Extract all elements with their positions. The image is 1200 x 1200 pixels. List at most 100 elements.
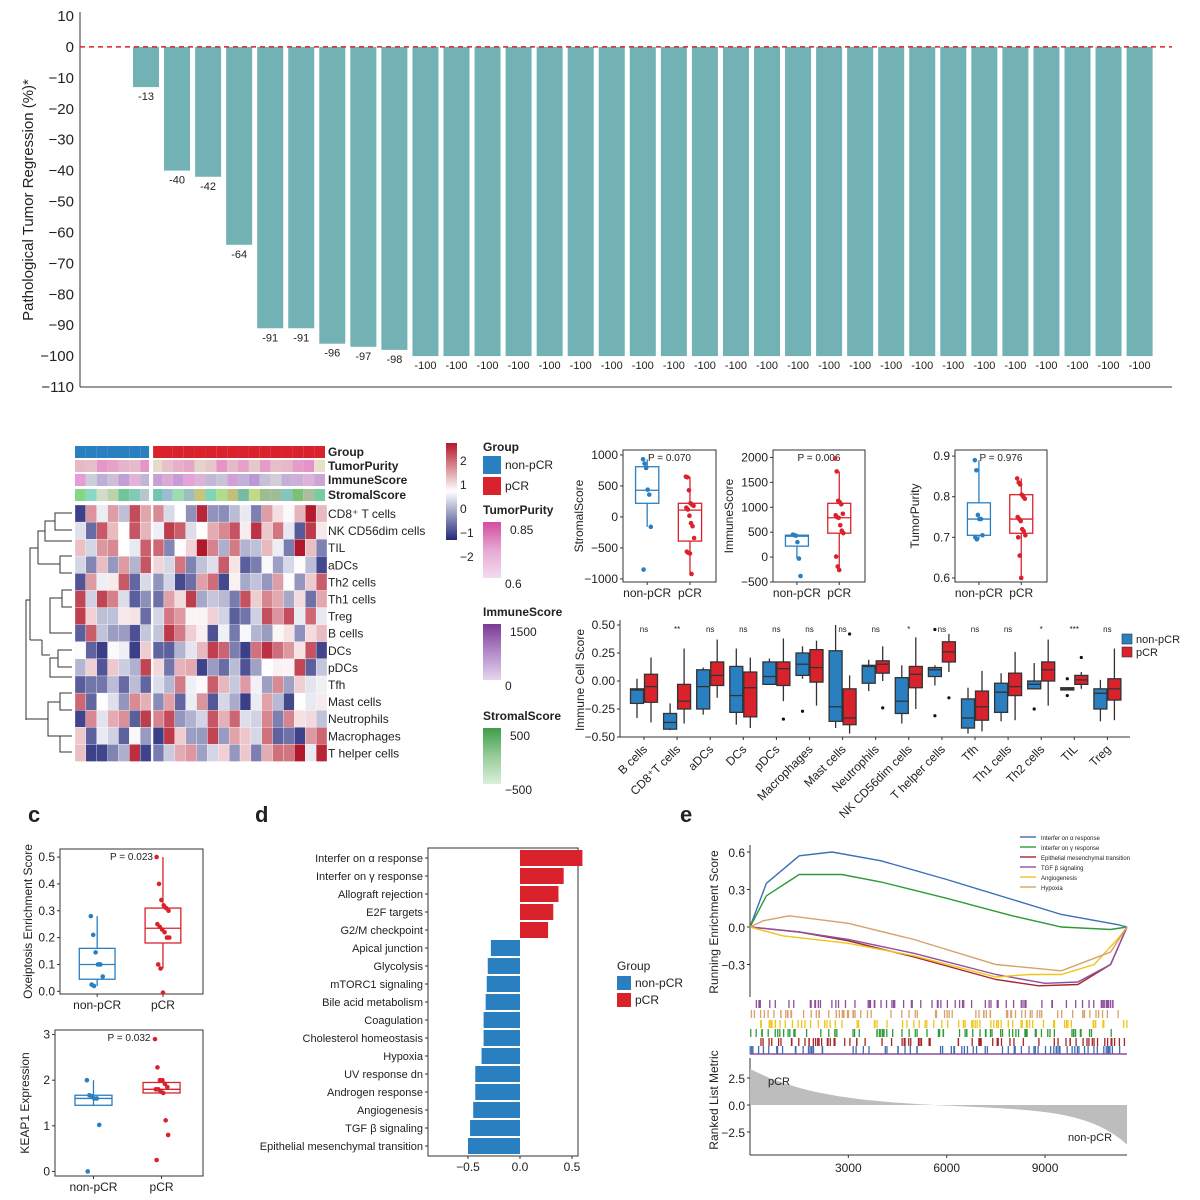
category-label: Coagulation — [364, 1015, 423, 1027]
waterfall-bar — [754, 46, 780, 357]
heatmap-cell — [218, 504, 230, 523]
enrichment-bar — [520, 922, 549, 938]
p-value-label: P = 0.023 — [110, 852, 153, 863]
heatmap-cell — [261, 641, 273, 660]
annotation-cell — [303, 446, 315, 458]
annotation-cell — [259, 489, 271, 501]
heatmap-cell — [129, 521, 141, 540]
annotation-cell — [183, 474, 195, 486]
legend-label: Interfer on α response — [1041, 836, 1100, 842]
heatmap-cell — [218, 573, 230, 591]
y-axis-title: TumorPurity — [908, 484, 922, 549]
heatmap-cell — [305, 504, 317, 523]
heatmap-cell — [196, 641, 208, 660]
heatmap-cell — [294, 573, 306, 591]
heatmap-cell — [118, 624, 130, 642]
bar-value-label: -100 — [1066, 360, 1088, 372]
data-point — [84, 1077, 90, 1083]
heatmap-cell — [196, 521, 208, 540]
x-tick-label: aDCs — [685, 742, 716, 773]
heatmap-cell — [74, 504, 87, 523]
bar-value-label: -100 — [694, 360, 716, 372]
heatmap-cell — [229, 744, 241, 762]
bar-value-label: -100 — [1035, 360, 1057, 372]
outlier-point — [800, 709, 805, 713]
annotation-cell — [129, 474, 141, 486]
annotation-cell — [129, 446, 141, 458]
category-label: Angiogenesis — [357, 1105, 424, 1117]
x-tick-label: non-pCR — [69, 1180, 117, 1194]
data-point — [796, 556, 802, 561]
heatmap-cell — [207, 727, 219, 745]
bar-value-label: -100 — [973, 360, 995, 372]
heatmap-cell — [218, 590, 230, 608]
outlier-point — [947, 696, 951, 700]
heatmap-cell — [140, 607, 152, 625]
bar-value-label: -100 — [508, 360, 530, 372]
bar-value-label: -100 — [1098, 360, 1120, 372]
heatmap-cell — [96, 624, 108, 642]
data-point — [834, 469, 839, 474]
heatmap-cell — [218, 556, 230, 574]
heatmap-cell — [229, 641, 241, 660]
heatmap-cell — [129, 710, 141, 728]
data-point — [85, 1169, 91, 1174]
heatmap-cell — [272, 539, 284, 557]
legend-label: non-pCR — [635, 976, 683, 990]
heatmap-cell — [140, 590, 152, 608]
y-tick-label: −110 — [41, 379, 74, 396]
heatmap-row-label: Tfh — [328, 678, 345, 692]
colorbar-tick-label: 2 — [460, 454, 467, 468]
box — [927, 666, 943, 678]
outlier-point — [1032, 707, 1036, 711]
heatmap-cell — [118, 556, 130, 574]
data-point — [687, 513, 692, 518]
heatmap-cell — [250, 727, 262, 745]
annotation-cell — [216, 474, 228, 486]
enrichment-bar — [475, 1066, 520, 1082]
heatmap-cell — [129, 641, 141, 660]
heatmap-cell — [272, 744, 284, 762]
heatmap-cell — [294, 556, 306, 574]
annotation-cell — [183, 489, 195, 501]
enrichment-bar — [490, 940, 520, 956]
heatmap-cell — [118, 590, 130, 608]
annotation-cell — [194, 446, 206, 458]
waterfall-bar — [816, 46, 843, 357]
annotation-cell — [153, 460, 164, 472]
heatmap-cell — [261, 607, 273, 625]
heatmap-cell — [305, 590, 317, 608]
heatmap-cell — [261, 504, 273, 523]
heatmap-cell — [229, 624, 241, 642]
heatmap-cell — [250, 556, 262, 574]
heatmap-cell — [85, 573, 97, 591]
heatmap-cell — [96, 641, 108, 660]
y-axis-title: ImmuneScore — [722, 478, 736, 553]
enrichment-bar — [470, 1120, 520, 1136]
annotation-cell — [172, 474, 184, 486]
x-tick-label: Treg — [1086, 742, 1113, 769]
x-tick-label: 3000 — [835, 1161, 862, 1175]
heatmap-cell — [305, 521, 317, 540]
y-tick-label: 500 — [598, 479, 618, 493]
data-point — [94, 1096, 100, 1101]
data-point — [689, 571, 694, 577]
annotation-cell — [205, 446, 217, 458]
y-tick-label: 500 — [748, 525, 768, 539]
heatmap-row-label: Macrophages — [328, 729, 401, 743]
data-point — [795, 539, 800, 545]
legend-swatch — [483, 456, 501, 474]
heatmap-cell — [272, 641, 284, 660]
bar-value-label: -100 — [414, 360, 436, 372]
heatmap-cell — [118, 504, 130, 523]
p-value-label: P = 0.976 — [980, 453, 1023, 464]
x-tick-label: DCs — [723, 742, 749, 768]
category-label: Epithelial mesenchymal transition — [260, 1141, 423, 1153]
annotation-cell — [281, 460, 293, 472]
significance-label: *** — [1070, 625, 1079, 634]
heatmap-cell — [152, 590, 165, 608]
heatmap-cell — [272, 504, 284, 523]
legend-label: pCR — [505, 479, 529, 493]
heatmap-cell — [294, 658, 306, 677]
bar-value-label: -42 — [200, 181, 216, 193]
